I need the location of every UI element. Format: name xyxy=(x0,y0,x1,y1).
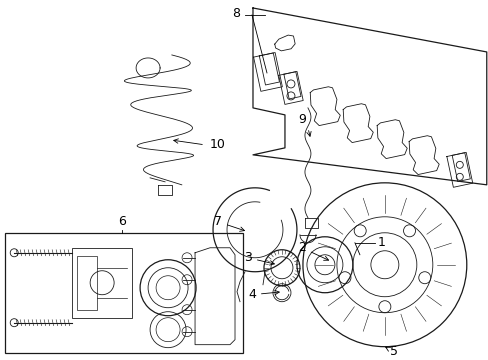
Text: 10: 10 xyxy=(210,138,225,151)
Text: 9: 9 xyxy=(297,113,305,126)
Bar xyxy=(77,256,97,310)
Text: 7: 7 xyxy=(214,215,244,231)
Text: 3: 3 xyxy=(244,251,274,265)
Bar xyxy=(5,233,243,353)
Bar xyxy=(72,248,132,318)
Text: 4: 4 xyxy=(247,288,279,301)
Text: 6: 6 xyxy=(118,215,126,228)
Text: 5: 5 xyxy=(385,345,397,358)
Text: 8: 8 xyxy=(231,8,240,21)
Text: 1: 1 xyxy=(377,236,385,249)
Text: 2: 2 xyxy=(297,241,328,260)
